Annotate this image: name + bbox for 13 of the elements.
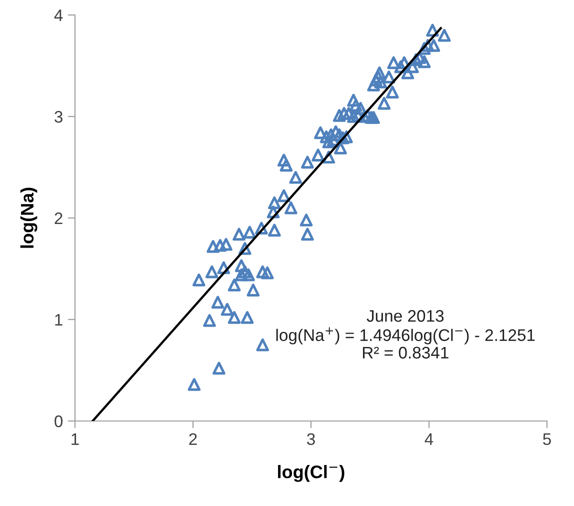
y-tick-label: 2	[54, 212, 62, 224]
y-tick-label: 0	[54, 415, 63, 428]
y-tick-label: 1	[55, 314, 62, 326]
x-tick-label: 2	[189, 433, 197, 445]
x-tick-label: 4	[424, 433, 434, 445]
x-tick-label: 5	[543, 433, 551, 446]
y-axis-title: log(Na)	[20, 188, 38, 248]
y-tick-label: 3	[54, 110, 62, 123]
x-tick-label: 3	[307, 433, 315, 446]
text: June 2013 log(Na$^{+}$) = 1.4946log(Cl$^{−}$) - 2.1251 R² = 0.8341	[276, 310, 535, 359]
y-tick-label: 4	[54, 10, 63, 22]
x-axis-title: log(Cl$^{−}$)	[278, 465, 344, 482]
x-tick-label: 1	[72, 433, 79, 445]
